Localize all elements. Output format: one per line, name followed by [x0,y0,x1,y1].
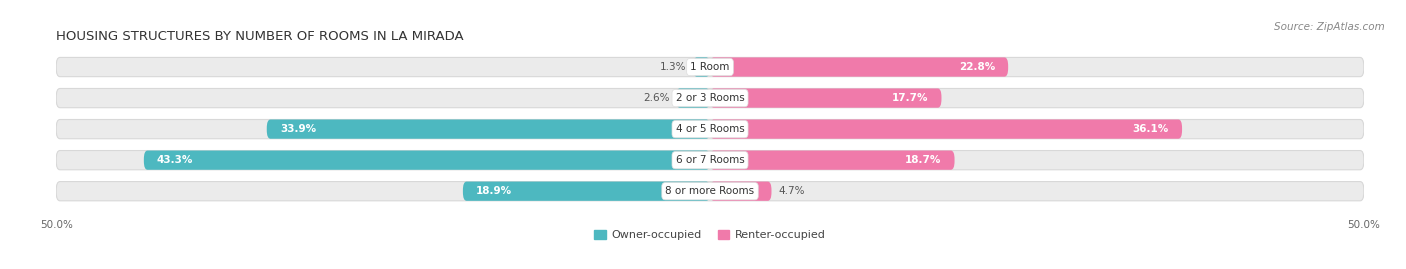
Text: 1.3%: 1.3% [659,62,686,72]
FancyBboxPatch shape [710,57,1008,77]
Text: 43.3%: 43.3% [157,155,193,165]
FancyBboxPatch shape [56,151,1364,170]
Text: 17.7%: 17.7% [891,93,928,103]
FancyBboxPatch shape [463,182,710,201]
Text: 22.8%: 22.8% [959,62,995,72]
FancyBboxPatch shape [693,57,710,77]
FancyBboxPatch shape [710,151,955,170]
FancyBboxPatch shape [267,119,710,139]
Text: 6 or 7 Rooms: 6 or 7 Rooms [676,155,744,165]
Text: HOUSING STRUCTURES BY NUMBER OF ROOMS IN LA MIRADA: HOUSING STRUCTURES BY NUMBER OF ROOMS IN… [56,30,464,43]
FancyBboxPatch shape [143,151,710,170]
Text: 4 or 5 Rooms: 4 or 5 Rooms [676,124,744,134]
Text: 33.9%: 33.9% [280,124,316,134]
Text: 4.7%: 4.7% [778,186,804,196]
Text: Source: ZipAtlas.com: Source: ZipAtlas.com [1274,22,1385,31]
FancyBboxPatch shape [710,182,772,201]
Text: 1 Room: 1 Room [690,62,730,72]
Text: 8 or more Rooms: 8 or more Rooms [665,186,755,196]
Text: 18.9%: 18.9% [477,186,512,196]
FancyBboxPatch shape [710,89,942,108]
FancyBboxPatch shape [710,119,1182,139]
Legend: Owner-occupied, Renter-occupied: Owner-occupied, Renter-occupied [591,225,830,245]
FancyBboxPatch shape [56,119,1364,139]
FancyBboxPatch shape [56,182,1364,201]
Text: 18.7%: 18.7% [905,155,942,165]
FancyBboxPatch shape [676,89,710,108]
Text: 36.1%: 36.1% [1133,124,1168,134]
Text: 2.6%: 2.6% [643,93,669,103]
FancyBboxPatch shape [56,57,1364,77]
FancyBboxPatch shape [56,89,1364,108]
Text: 2 or 3 Rooms: 2 or 3 Rooms [676,93,744,103]
